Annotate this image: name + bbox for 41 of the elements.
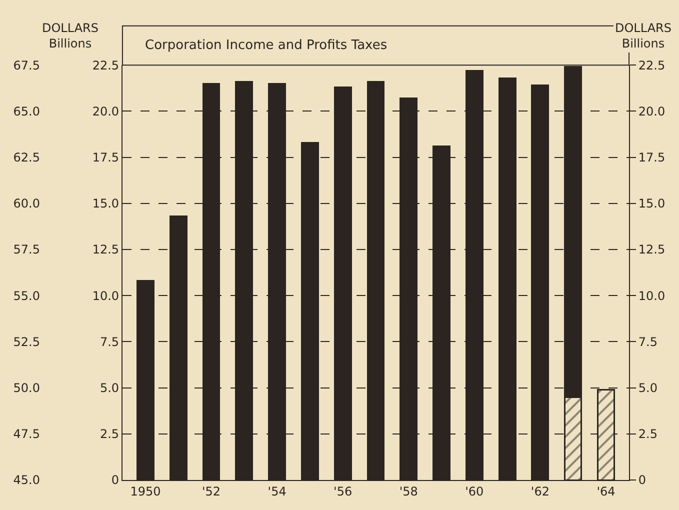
y-tick-label: 5.0	[100, 381, 120, 395]
x-tick-label: '56	[334, 484, 352, 498]
y-tick-label: 10.0	[92, 288, 120, 303]
y-tick-label: 20.0	[92, 104, 120, 118]
y2-tick-label: 22.5	[638, 58, 666, 72]
x-tick-label: '54	[268, 484, 286, 498]
y-tick-label: 15.0	[92, 196, 120, 211]
y2-tick-label: 7.5	[638, 334, 658, 349]
y2-tick-label: 12.5	[638, 242, 666, 257]
x-tick-label: '62	[530, 484, 550, 498]
y3-tick-label: 52.5	[13, 334, 40, 349]
x-tick-label: 1950	[130, 484, 161, 498]
y-tick-label: 17.5	[92, 150, 120, 164]
y3-tick-label: 50.0	[13, 381, 40, 395]
y2-tick-label: 17.5	[638, 150, 666, 164]
y-tick-label: 12.5	[92, 242, 120, 257]
y3-tick-label: 57.5	[13, 242, 40, 257]
y2-tick-label: 2.5	[638, 427, 658, 442]
y2-tick-label: 5.0	[638, 381, 658, 395]
y-tick-label: 0	[111, 473, 120, 488]
y3-tick-label: 65.0	[13, 104, 40, 118]
y3-tick-label: 62.5	[13, 150, 40, 164]
y2-tick-label: 0	[638, 473, 646, 488]
x-tick-label: '58	[399, 484, 418, 498]
y-tick-label: 2.5	[100, 427, 120, 442]
y-tick-label: 7.5	[100, 334, 120, 349]
y2-axis-title: DOLLARS Billions	[615, 21, 672, 51]
x-tick-label: '64	[596, 484, 616, 498]
chart-title: Corporation Income and Profits Taxes	[145, 38, 388, 53]
y3-tick-label: 55.0	[13, 288, 40, 303]
y3-tick-label: 67.5	[13, 58, 40, 72]
y3-axis-title: DOLLARS Billions	[42, 21, 98, 51]
y2-tick-label: 20.0	[638, 104, 666, 118]
y2-tick-label: 10.0	[638, 288, 666, 303]
x-tick-label: '52	[202, 484, 221, 498]
y-tick-label: 22.5	[92, 58, 120, 72]
y2-tick-label: 15.0	[638, 196, 666, 211]
y3-tick-label: 45.0	[13, 473, 40, 488]
y3-tick-label: 47.5	[13, 427, 40, 442]
y3-tick-label: 60.0	[13, 196, 40, 211]
x-tick-label: '60	[465, 484, 484, 498]
